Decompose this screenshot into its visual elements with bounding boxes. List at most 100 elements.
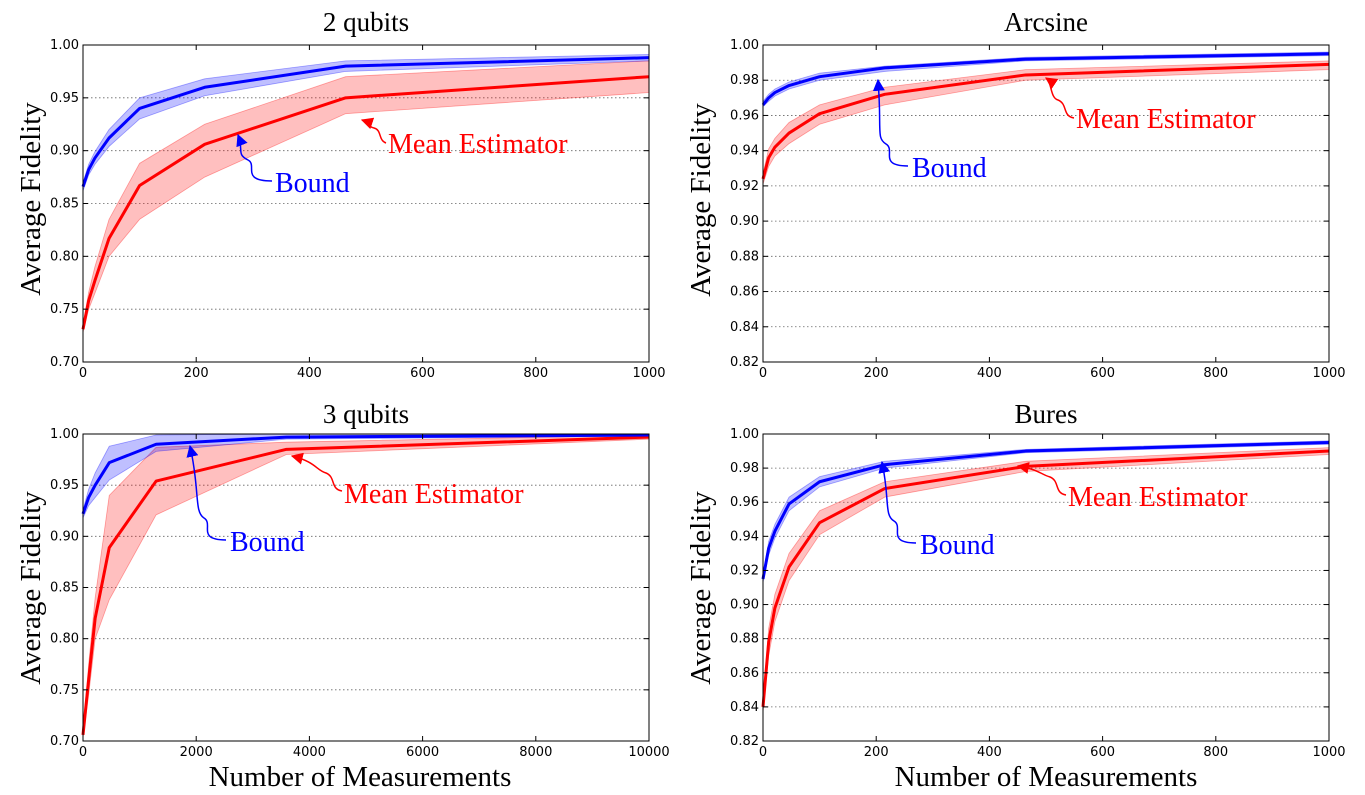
x-tick-label: 4000 <box>293 745 326 760</box>
x-tick-label: 200 <box>864 745 889 760</box>
y-tick-label: 0.96 <box>730 495 759 510</box>
x-tick-label: 600 <box>1090 745 1115 760</box>
x-tick-label: 400 <box>977 745 1002 760</box>
x-tick-label: 600 <box>1090 366 1115 381</box>
x-tick-label: 1000 <box>1312 366 1345 381</box>
x-tick-label: 8000 <box>519 745 552 760</box>
y-tick-label: 0.86 <box>730 666 759 681</box>
mean-estimator-annotation: Mean Estimator <box>344 479 524 510</box>
series-lines <box>81 433 650 736</box>
series-lines <box>761 52 1330 180</box>
chart-panel-arcsine: Arcsine Average Fidelity 0 200 400 600 800 10… <box>685 7 1346 381</box>
y-tick-label: 0.88 <box>730 249 759 264</box>
x-tick-label: 600 <box>410 366 435 381</box>
mean-estimator-annotation: Mean Estimator <box>1076 104 1256 135</box>
x-tick-label: 400 <box>977 366 1002 381</box>
y-tick-label: 0.80 <box>50 632 79 647</box>
y-tick-label: 0.75 <box>50 683 79 698</box>
x-tick-label: 1000 <box>1312 745 1345 760</box>
mean-estimator-arrow <box>1016 462 1067 496</box>
chart-title: Arcsine <box>1004 7 1088 37</box>
x-tick-labels: 0 200 400 600 800 1000 <box>759 45 1346 381</box>
mean-estimator-annotation: Mean Estimator <box>388 129 568 160</box>
chart-title: 2 qubits <box>323 7 409 37</box>
bound-annotation: Bound <box>920 530 995 561</box>
y-tick-label: 0.90 <box>730 598 759 613</box>
mean-estimator-line <box>81 435 650 736</box>
plot-frame <box>762 433 1330 742</box>
bound-annotation: Bound <box>275 168 350 199</box>
y-tick-label: 1.00 <box>50 427 79 442</box>
y-tick-label: 0.92 <box>730 179 759 194</box>
y-tick-label: 0.92 <box>730 563 759 578</box>
mean-estimator-arrow <box>290 452 343 492</box>
chart-title: 3 qubits <box>323 399 409 429</box>
mean-estimator-arrow <box>360 117 387 144</box>
y-tick-label: 0.70 <box>50 734 79 749</box>
x-tick-label: 800 <box>1203 366 1228 381</box>
y-tick-label: 0.94 <box>730 144 759 159</box>
annotations: Bound Mean Estimator <box>872 77 1256 184</box>
x-tick-label: 0 <box>759 745 767 760</box>
y-tick-label: 0.95 <box>50 478 79 493</box>
bound-arrow <box>236 133 273 182</box>
y-axis-label: Average Fidelity <box>15 102 47 296</box>
chart-panel-2-qubits: 2 qubits Average Fidelity 0 200 400 600 800 1… <box>15 7 666 381</box>
y-tick-label: 0.95 <box>50 91 79 106</box>
y-tick-label: 0.82 <box>730 355 759 370</box>
bound-line <box>81 56 650 188</box>
y-tick-label: 0.70 <box>50 355 79 370</box>
x-tick-label: 0 <box>759 366 767 381</box>
chart-panel-3-qubits: 3 qubits Average Fidelity Number of Meas… <box>15 399 670 793</box>
mean-estimator-arrow <box>1045 77 1075 119</box>
y-tick-label: 0.94 <box>730 529 759 544</box>
y-tick-label: 0.96 <box>730 108 759 123</box>
y-tick-labels: 0.70 0.75 0.80 0.85 0.90 0.95 1.00 <box>50 38 649 370</box>
bound-annotation: Bound <box>912 153 987 184</box>
x-tick-label: 1000 <box>632 366 665 381</box>
annotations: Bound Mean Estimator <box>236 117 568 199</box>
x-tick-label: 800 <box>1203 745 1228 760</box>
y-tick-label: 0.90 <box>730 214 759 229</box>
mean-estimator-line <box>81 75 650 330</box>
bound-arrow <box>186 444 227 541</box>
x-tick-label: 10000 <box>628 745 669 760</box>
y-tick-label: 0.84 <box>730 700 759 715</box>
bound-line <box>761 441 1330 580</box>
y-tick-label: 0.86 <box>730 285 759 300</box>
y-axis-label: Average Fidelity <box>15 491 47 685</box>
series-lines <box>81 56 650 330</box>
x-tick-label: 2000 <box>180 745 213 760</box>
gridlines <box>763 44 1329 363</box>
y-tick-labels: 0.70 0.75 0.80 0.85 0.90 0.95 1.00 <box>50 427 649 749</box>
x-tick-label: 6000 <box>406 745 439 760</box>
x-tick-label: 200 <box>184 366 209 381</box>
y-tick-label: 0.90 <box>50 144 79 159</box>
y-tick-label: 1.00 <box>730 427 759 442</box>
y-tick-label: 0.85 <box>50 581 79 596</box>
x-tick-labels: 0 200 400 600 800 1000 <box>759 434 1346 760</box>
x-axis-label: Number of Measurements <box>895 761 1198 793</box>
plot-frame <box>762 44 1330 363</box>
chart-panel-bures: Bures Average Fidelity Number of Measure… <box>685 399 1346 793</box>
x-tick-label: 200 <box>864 366 889 381</box>
x-tick-label: 400 <box>297 366 322 381</box>
bound-line <box>81 433 650 515</box>
series-lines <box>761 441 1330 708</box>
x-tick-label: 0 <box>79 366 87 381</box>
y-tick-label: 0.84 <box>730 320 759 335</box>
x-axis-label: Number of Measurements <box>209 761 512 793</box>
mean-estimator-line <box>761 62 1330 180</box>
y-tick-label: 1.00 <box>730 38 759 53</box>
y-tick-labels: 0.82 0.84 0.86 0.88 0.90 0.92 0.94 0.96 0.98 1.00 <box>730 38 1329 370</box>
x-tick-labels: 0 200 400 600 800 1000 <box>79 45 666 381</box>
bound-line <box>761 52 1330 106</box>
x-tick-labels: 0 2000 4000 6000 8000 10000 <box>79 434 670 760</box>
y-tick-label: 0.88 <box>730 632 759 647</box>
chart-title: Bures <box>1015 399 1078 429</box>
annotations: Bound Mean Estimator <box>878 460 1248 561</box>
y-axis-label: Average Fidelity <box>685 491 717 685</box>
y-tick-label: 0.98 <box>730 73 759 88</box>
y-tick-label: 0.80 <box>50 249 79 264</box>
